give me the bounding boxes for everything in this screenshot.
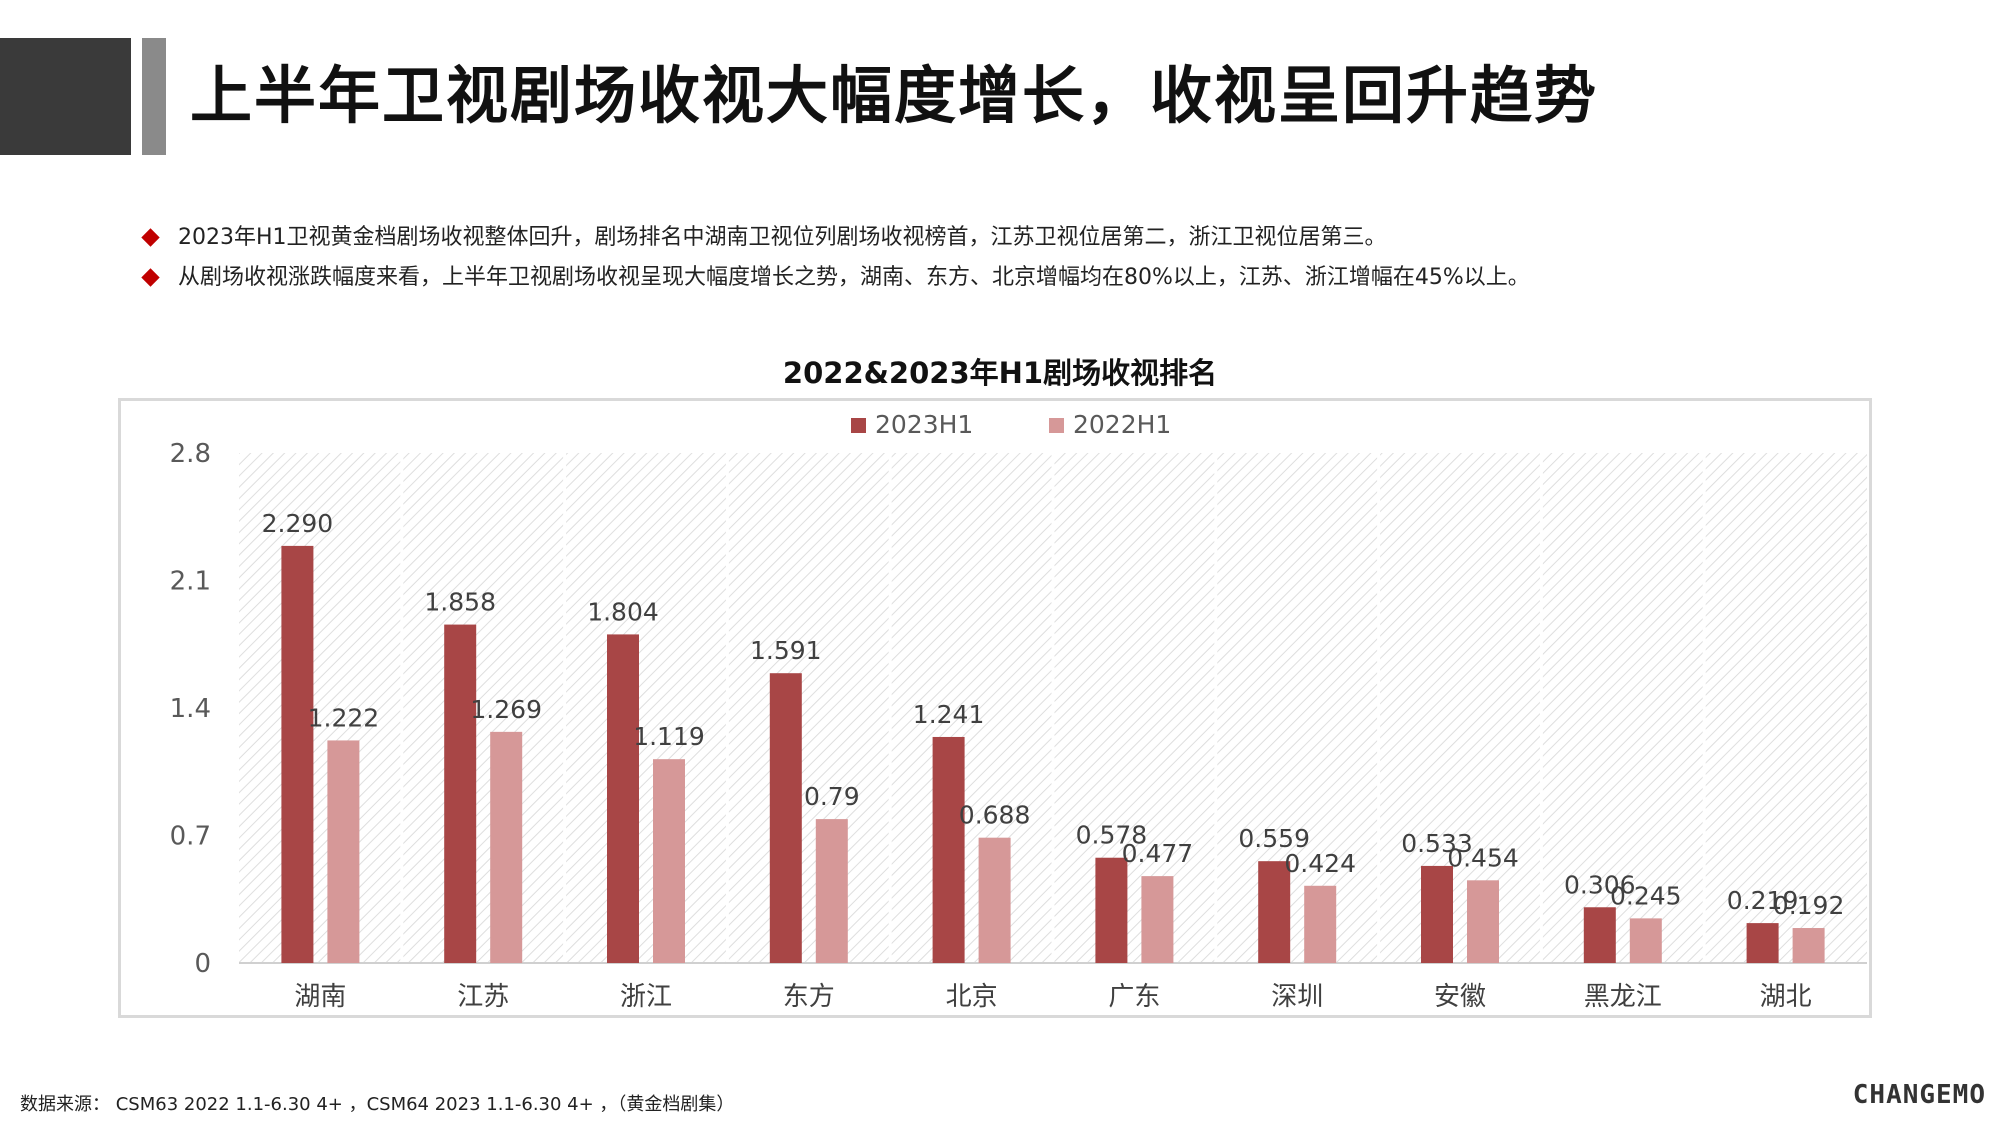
data-label: 0.559 [1238, 824, 1310, 853]
bar-2023h1-0 [281, 545, 314, 963]
data-label: 1.269 [470, 695, 542, 724]
data-label: 0.424 [1284, 849, 1356, 878]
bar-2023h1-4 [932, 736, 965, 963]
data-label: 0.688 [959, 801, 1031, 830]
bar-2022h1-4 [978, 837, 1011, 963]
chart-frame: 0 0.7 1.4 2.1 2.8 2.290 1.222 湖南 1.858 1.269 江苏 1.8… [118, 398, 1872, 1018]
bar-2023h1-9 [1746, 923, 1779, 963]
legend-swatch [851, 418, 866, 433]
x-category-label: 东方 [783, 982, 835, 1012]
y-tick-label: 1.4 [170, 694, 211, 724]
data-label: 0.306 [1564, 870, 1636, 899]
bar-2022h1-3 [815, 819, 848, 963]
bullet-item: 从剧场收视涨跌幅度来看，上半年卫视剧场收视呈现大幅度增长之势，湖南、东方、北京增… [140, 258, 1940, 298]
y-tick-label: 2.1 [170, 567, 211, 597]
bar-2022h1-2 [653, 759, 685, 963]
legend-label: 2022H1 [1073, 410, 1171, 439]
header-accent-bar [142, 38, 166, 155]
bar-2023h1-7 [1421, 865, 1453, 963]
diamond-bullet-icon [141, 268, 160, 287]
bar-2023h1-3 [769, 673, 802, 963]
x-category-label: 湖南 [294, 982, 346, 1012]
y-tick-label: 2.8 [170, 439, 211, 469]
bar-2022h1-6 [1304, 885, 1337, 963]
data-label: 0.533 [1401, 829, 1473, 858]
bar-2023h1-2 [607, 634, 639, 963]
data-label: 1.222 [308, 703, 380, 732]
bar-chart: 0 0.7 1.4 2.1 2.8 2.290 1.222 湖南 1.858 1.269 江苏 1.8… [170, 410, 1867, 1012]
data-label: 1.804 [587, 597, 659, 626]
legend-label: 2023H1 [875, 410, 973, 439]
data-label: 0.79 [804, 782, 860, 811]
bar-2023h1-1 [444, 624, 477, 963]
brand-logo: CHANGEMO [1852, 1080, 1986, 1110]
data-label: 0.477 [1122, 839, 1194, 868]
data-label: 1.119 [633, 722, 705, 751]
bullet-list: 2023年H1卫视黄金档剧场收视整体回升，剧场排名中湖南卫视位列剧场收视榜首，江… [140, 218, 1940, 298]
data-label: 1.858 [424, 588, 496, 617]
x-category-label: 浙江 [620, 982, 672, 1012]
x-category-label: 湖北 [1760, 982, 1812, 1012]
bar-2022h1-5 [1141, 876, 1174, 963]
data-label: 1.241 [913, 700, 985, 729]
data-label: 0.578 [1076, 821, 1148, 850]
data-label: 0.192 [1773, 891, 1845, 920]
legend-swatch [1049, 418, 1064, 433]
bullet-text: 从剧场收视涨跌幅度来看，上半年卫视剧场收视呈现大幅度增长之势，湖南、东方、北京增… [178, 265, 1530, 290]
x-category-label: 北京 [946, 982, 998, 1012]
diamond-bullet-icon [141, 228, 160, 247]
bar-2022h1-8 [1629, 918, 1662, 963]
y-tick-label: 0.7 [170, 822, 211, 852]
bullet-item: 2023年H1卫视黄金档剧场收视整体回升，剧场排名中湖南卫视位列剧场收视榜首，江… [140, 218, 1940, 258]
bar-2022h1-0 [327, 740, 360, 963]
data-label: 1.591 [750, 636, 822, 665]
x-category-label: 安徽 [1434, 982, 1486, 1012]
bar-2022h1-9 [1792, 928, 1825, 963]
bullet-text: 2023年H1卫视黄金档剧场收视整体回升，剧场排名中湖南卫视位列剧场收视榜首，江… [178, 225, 1387, 250]
bar-2022h1-7 [1467, 880, 1499, 963]
x-category-label: 江苏 [457, 982, 509, 1012]
bar-2023h1-8 [1583, 907, 1616, 963]
bar-2023h1-5 [1095, 857, 1128, 963]
data-source-note: 数据来源： CSM63 2022 1.1-6.30 4+ ，CSM64 2023… [20, 1094, 735, 1115]
data-label: 2.290 [262, 509, 334, 538]
y-tick-label: 0 [194, 949, 211, 979]
bar-2023h1-6 [1258, 861, 1291, 963]
page-title: 上半年卫视剧场收视大幅度增长，收视呈回升趋势 [190, 59, 1599, 132]
x-category-label: 广东 [1108, 982, 1160, 1012]
data-label: 0.454 [1447, 843, 1519, 872]
bar-2022h1-1 [490, 731, 523, 963]
chart-title: 2022&2023年H1剧场收视排名 [782, 356, 1218, 390]
header-dark-block [0, 38, 131, 155]
x-category-label: 深圳 [1271, 982, 1323, 1012]
data-label: 0.219 [1727, 886, 1799, 915]
x-category-label: 黑龙江 [1584, 982, 1662, 1012]
data-label: 0.245 [1610, 881, 1682, 910]
